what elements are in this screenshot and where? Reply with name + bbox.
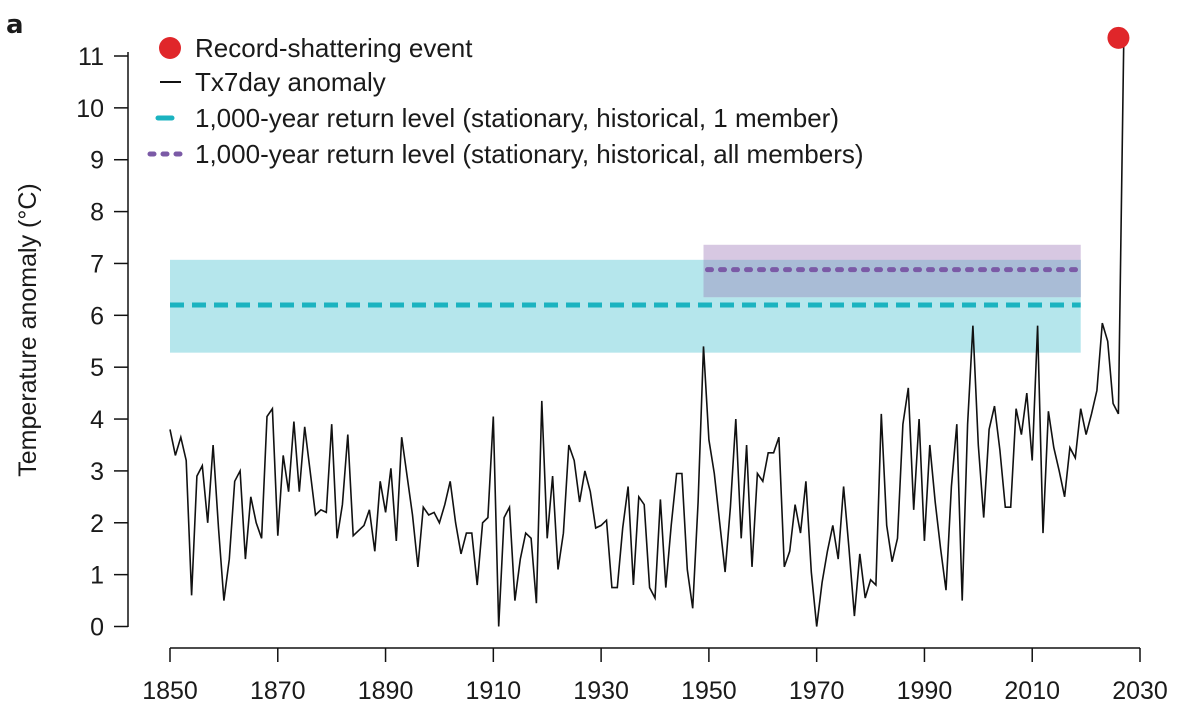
x-tick-label: 1950: [681, 677, 737, 705]
x-tick-label: 1910: [466, 677, 522, 705]
y-tick-label: 7: [90, 250, 104, 278]
y-tick-label: 6: [90, 302, 104, 330]
y-axis-label: Temperature anomaly (°C): [14, 183, 42, 476]
return-level-bands: [170, 244, 1081, 353]
x-tick-label: 1930: [573, 677, 629, 705]
legend-record-marker: [159, 37, 181, 59]
legend-rl-one-label: 1,000-year return level (stationary, his…: [195, 103, 839, 133]
legend: Record-shattering event Tx7day anomaly 1…: [147, 33, 864, 169]
x-tick-label: 1890: [358, 677, 414, 705]
y-tick-label: 1: [90, 562, 104, 590]
y-tick-label: 4: [90, 406, 104, 434]
x-tick-label: 2030: [1112, 677, 1168, 705]
y-tick-label: 10: [76, 95, 104, 123]
legend-record-label: Record-shattering event: [195, 33, 473, 63]
y-tick-label: 0: [90, 614, 104, 642]
x-tick-label: 1870: [250, 677, 306, 705]
x-ticks: 1850 1870 1890 1910 1930 1950 1970 1990 2010 2030: [142, 648, 1168, 705]
legend-anomaly-label: Tx7day anomaly: [195, 67, 386, 97]
y-tick-label: 8: [90, 199, 104, 227]
y-tick-label: 9: [90, 147, 104, 175]
y-tick-label: 5: [90, 354, 104, 382]
rl-band-overlap: [703, 259, 1081, 298]
tx7day-anomaly-line: [169, 37, 1125, 627]
x-tick-label: 1970: [789, 677, 845, 705]
return-level-lines: [170, 267, 1084, 308]
y-ticks: 0 1 2 3 4 5 6 7 8 9 10 11: [76, 43, 128, 642]
y-tick-label: 3: [90, 458, 104, 486]
anomaly-series: [169, 37, 1125, 627]
record-event-group: [1107, 26, 1130, 49]
x-tick-label: 1850: [142, 677, 198, 705]
y-tick-label: 2: [90, 510, 104, 538]
y-tick-label: 11: [78, 43, 104, 71]
x-tick-label: 2010: [1004, 677, 1060, 705]
legend-rl-all-label: 1,000-year return level (stationary, his…: [195, 139, 864, 169]
panel-label: a: [6, 10, 24, 40]
record-event-point: [1107, 26, 1130, 49]
x-tick-label: 1990: [897, 677, 953, 705]
